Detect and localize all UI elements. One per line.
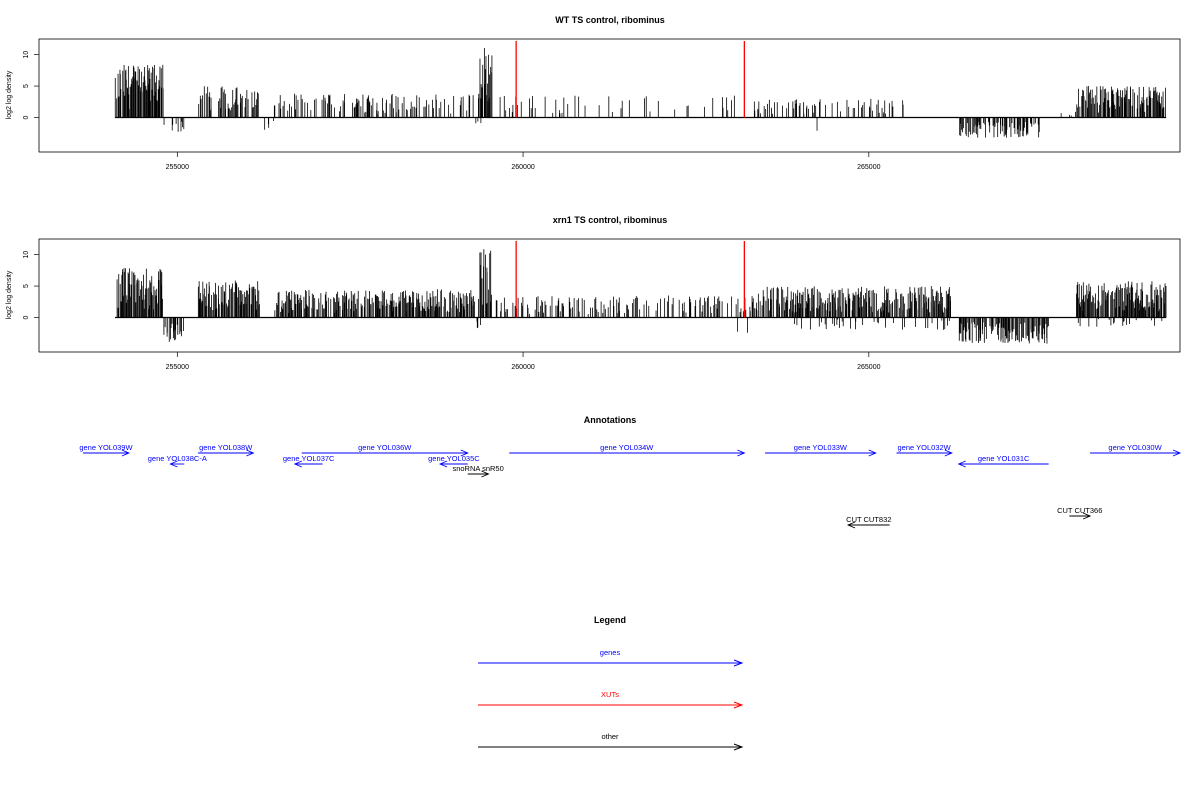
feature-label: gene YOL033W bbox=[794, 443, 848, 452]
y-tick-label: 0 bbox=[23, 315, 30, 319]
plot-frame bbox=[38, 38, 1181, 153]
feature-arrow: snoRNA snR50 bbox=[452, 464, 504, 478]
y-tick-label: 10 bbox=[23, 251, 30, 259]
feature-arrow: gene YOL038W bbox=[198, 443, 255, 457]
legend-label: XUTs bbox=[601, 690, 619, 699]
feature-label: gene YOL034W bbox=[600, 443, 654, 452]
feature-label: CUT CUT832 bbox=[846, 515, 891, 524]
feature-label: gene YOL039W bbox=[79, 443, 133, 452]
legend-item: XUTs bbox=[478, 690, 744, 709]
feature-arrow: gene YOL033W bbox=[765, 443, 877, 457]
x-tick-label: 260000 bbox=[511, 164, 534, 171]
feature-label: gene YOL031C bbox=[978, 454, 1030, 463]
arrowhead-icon bbox=[121, 449, 131, 457]
arrowhead-icon bbox=[246, 449, 255, 457]
x-tick-label: 260000 bbox=[511, 364, 534, 371]
wt-coverage-panel: WT TS control, ribominus log2 log densit… bbox=[6, 15, 1181, 171]
legend-item: genes bbox=[478, 648, 744, 667]
y-tick-label: 10 bbox=[23, 51, 30, 59]
legend: Legend genes XUTs other bbox=[478, 615, 744, 751]
arrowhead-icon bbox=[293, 460, 303, 468]
panel-title: WT TS control, ribominus bbox=[555, 15, 665, 25]
arrowhead-icon bbox=[438, 460, 448, 468]
feature-arrow: gene YOL038C-A bbox=[148, 454, 207, 468]
arrowhead-icon bbox=[846, 521, 856, 529]
y-axis-label: log2 log density bbox=[6, 270, 13, 319]
x-tick-label: 255000 bbox=[166, 364, 189, 371]
xut-markers bbox=[515, 241, 745, 318]
legend-items: genes XUTs other bbox=[478, 648, 744, 751]
xrn1-coverage-panel: xrn1 TS control, ribominus log2 log dens… bbox=[6, 215, 1181, 371]
feature-label: gene YOL038C-A bbox=[148, 454, 207, 463]
feature-arrow: gene YOL036W bbox=[301, 443, 469, 457]
xut-markers bbox=[515, 41, 745, 118]
feature-arrow: gene YOL039W bbox=[79, 443, 133, 457]
legend-title: Legend bbox=[594, 615, 626, 625]
annotations-title: Annotations bbox=[584, 415, 637, 425]
legend-item: other bbox=[478, 732, 744, 751]
feature-arrows: gene YOL039W gene YOL038C-A gene YOL038W ge… bbox=[79, 443, 1182, 529]
arrowhead-icon bbox=[1172, 449, 1182, 457]
feature-arrow: gene YOL037C bbox=[283, 454, 335, 468]
arrowhead-icon bbox=[169, 460, 178, 468]
arrowhead-icon bbox=[1082, 512, 1092, 520]
feature-label: gene YOL032W bbox=[898, 443, 952, 452]
feature-label: gene YOL035C bbox=[428, 454, 480, 463]
x-tick-label: 255000 bbox=[166, 164, 189, 171]
arrowhead-icon bbox=[481, 470, 490, 478]
coverage-bars bbox=[114, 47, 1167, 138]
y-axis-label: log2 log density bbox=[6, 70, 13, 119]
feature-arrow: gene YOL031C bbox=[957, 454, 1049, 468]
panel-title: xrn1 TS control, ribominus bbox=[553, 215, 668, 225]
feature-label: gene YOL037C bbox=[283, 454, 335, 463]
arrowhead-icon bbox=[733, 701, 744, 709]
arrowhead-icon bbox=[460, 449, 469, 457]
feature-label: snoRNA snR50 bbox=[452, 464, 503, 473]
feature-label: gene YOL038W bbox=[199, 443, 253, 452]
feature-arrow: gene YOL032W bbox=[896, 443, 953, 457]
legend-label: genes bbox=[600, 648, 621, 657]
feature-arrow: CUT CUT832 bbox=[846, 515, 891, 529]
y-tick-label: 0 bbox=[23, 115, 30, 119]
plot-frame bbox=[38, 238, 1181, 353]
feature-arrow: CUT CUT366 bbox=[1057, 506, 1102, 520]
legend-label: other bbox=[601, 732, 619, 741]
feature-arrow: gene YOL030W bbox=[1090, 443, 1182, 457]
x-tick-label: 265000 bbox=[857, 164, 880, 171]
y-tick-label: 5 bbox=[23, 84, 30, 88]
arrowhead-icon bbox=[737, 449, 746, 457]
y-tick-label: 5 bbox=[23, 284, 30, 288]
arrowhead-icon bbox=[944, 449, 953, 457]
feature-label: gene YOL030W bbox=[1108, 443, 1162, 452]
feature-arrow: gene YOL035C bbox=[428, 454, 480, 468]
feature-arrow: gene YOL034W bbox=[509, 443, 746, 457]
coverage-bars bbox=[115, 249, 1167, 344]
axis-ticks: 0 5 10 255000 260000 265000 bbox=[23, 251, 881, 371]
arrowhead-icon bbox=[868, 449, 877, 457]
axis-ticks: 0 5 10 255000 260000 265000 bbox=[23, 51, 881, 171]
arrowhead-icon bbox=[957, 460, 966, 468]
feature-label: gene YOL036W bbox=[358, 443, 412, 452]
arrowhead-icon bbox=[733, 659, 744, 667]
arrowhead-icon bbox=[733, 743, 744, 751]
feature-label: CUT CUT366 bbox=[1057, 506, 1102, 515]
x-tick-label: 265000 bbox=[857, 364, 880, 371]
